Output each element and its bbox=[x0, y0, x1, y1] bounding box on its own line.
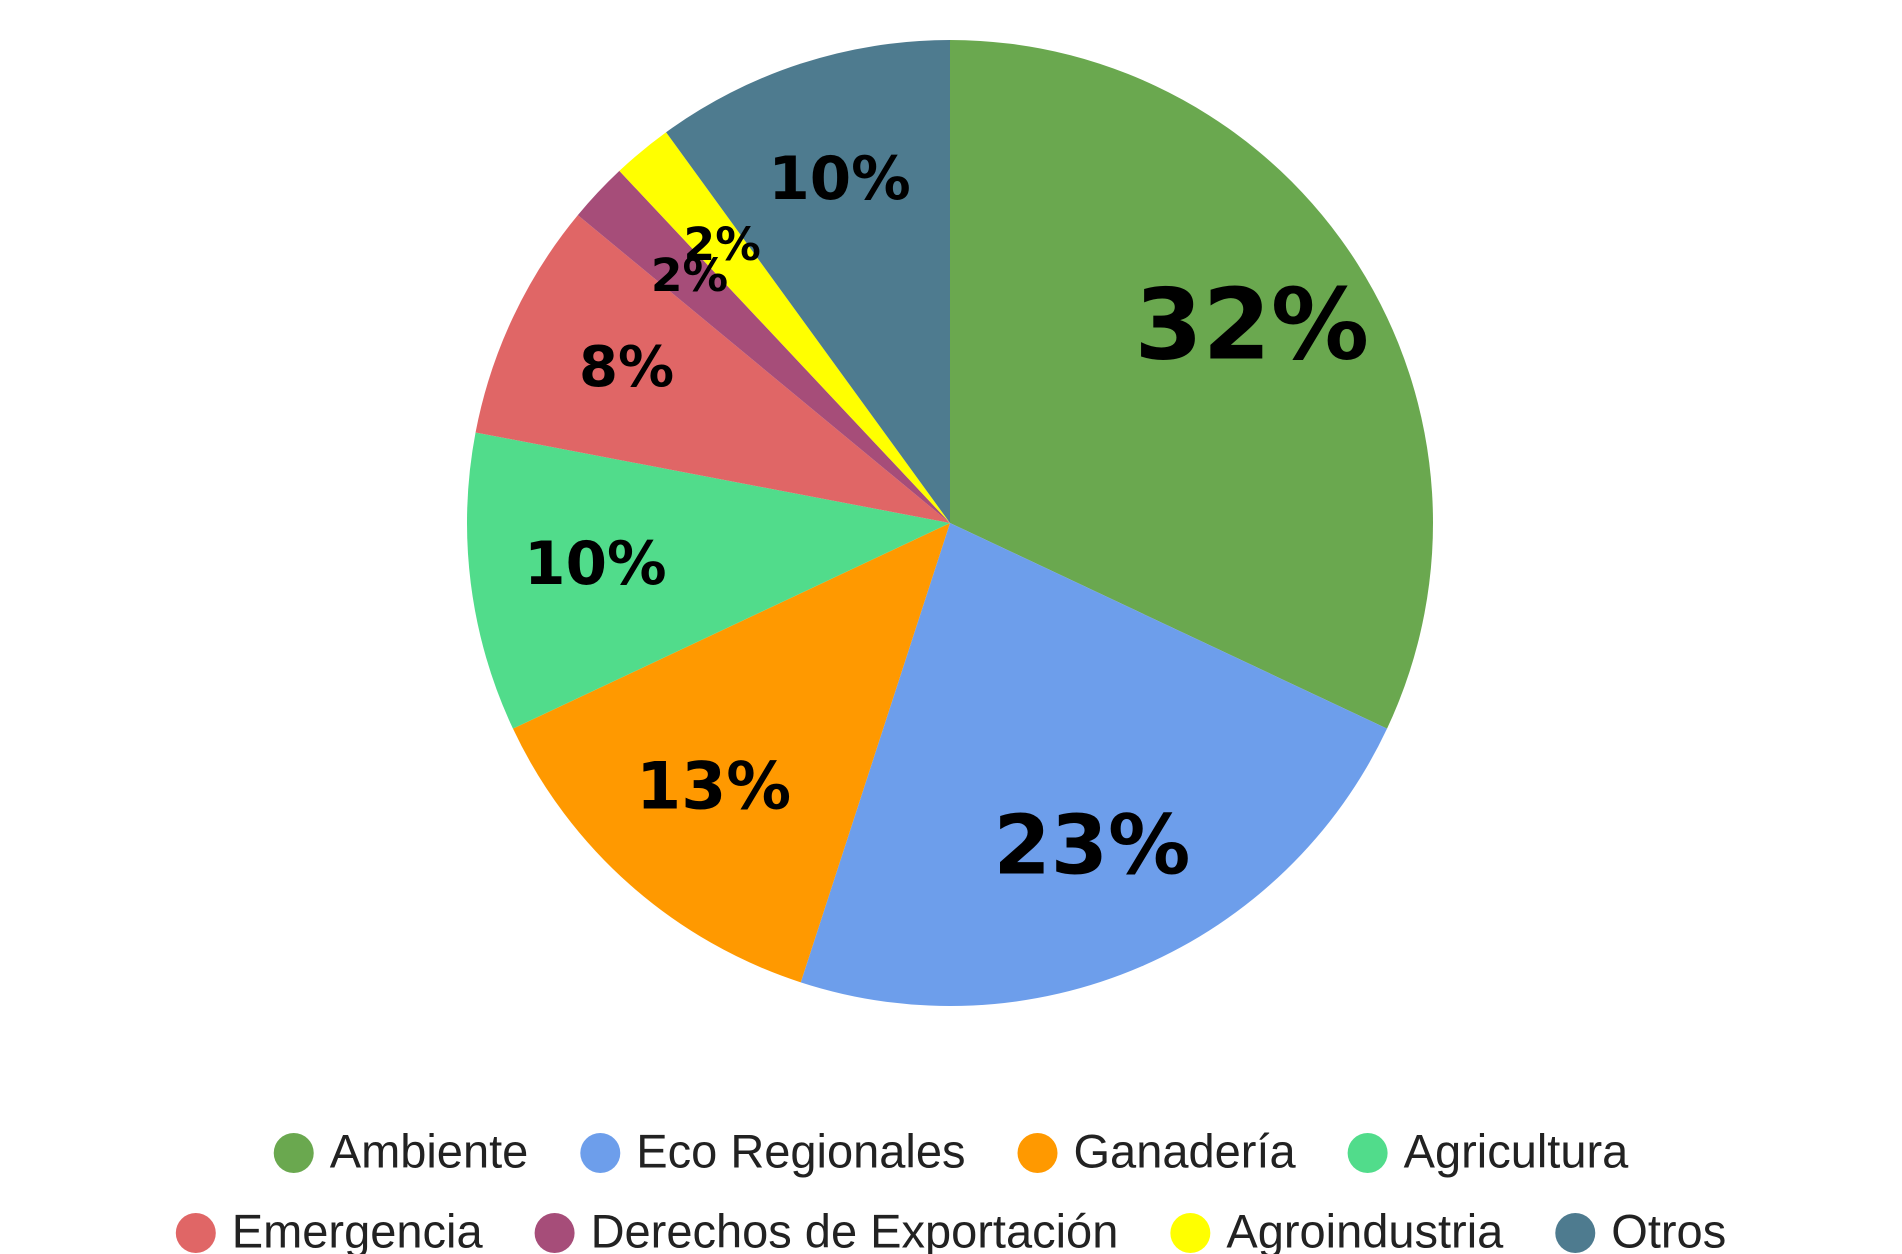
pie-slice bbox=[512, 523, 950, 983]
legend-marker bbox=[273, 1133, 314, 1173]
legend-marker bbox=[175, 1213, 216, 1253]
legend-marker bbox=[1017, 1133, 1058, 1173]
legend-marker bbox=[534, 1213, 575, 1253]
legend-label: Derechos de Exportación bbox=[591, 1204, 1119, 1254]
data-label: 2% bbox=[651, 249, 728, 302]
data-label: 10% bbox=[768, 145, 910, 214]
data-label: 32% bbox=[1134, 268, 1369, 382]
pie-slice bbox=[475, 215, 950, 523]
legend-label: Emergencia bbox=[232, 1204, 484, 1254]
legend-label: Eco Regionales bbox=[636, 1124, 965, 1177]
legend-label: Ganadería bbox=[1074, 1124, 1297, 1177]
data-label: 10% bbox=[524, 530, 666, 599]
data-label: 13% bbox=[636, 750, 791, 825]
legend-label: Otros bbox=[1611, 1204, 1726, 1254]
legend-marker bbox=[1347, 1133, 1388, 1173]
legend-row: Emergencia Derechos de Exportación Agroind… bbox=[175, 1204, 1726, 1254]
data-label: 23% bbox=[994, 798, 1191, 893]
legend-label: Agroindustria bbox=[1226, 1204, 1504, 1254]
legend-row: Ambiente Eco Regionales Ganadería Agricultu… bbox=[273, 1124, 1630, 1177]
legend-marker bbox=[1555, 1213, 1596, 1253]
data-label: 8% bbox=[579, 335, 674, 400]
pie-slice bbox=[467, 432, 950, 729]
pie-slice bbox=[800, 523, 1388, 1007]
legend-marker bbox=[1170, 1213, 1211, 1253]
pie-slice bbox=[577, 170, 950, 524]
legend-label: Agricultura bbox=[1404, 1124, 1630, 1177]
pie-slice bbox=[666, 40, 950, 523]
legend-marker bbox=[580, 1133, 621, 1173]
pie-slice bbox=[619, 132, 950, 523]
data-label: 2% bbox=[684, 218, 761, 271]
legend-label: Ambiente bbox=[330, 1124, 529, 1177]
pie-slice bbox=[950, 40, 1434, 729]
